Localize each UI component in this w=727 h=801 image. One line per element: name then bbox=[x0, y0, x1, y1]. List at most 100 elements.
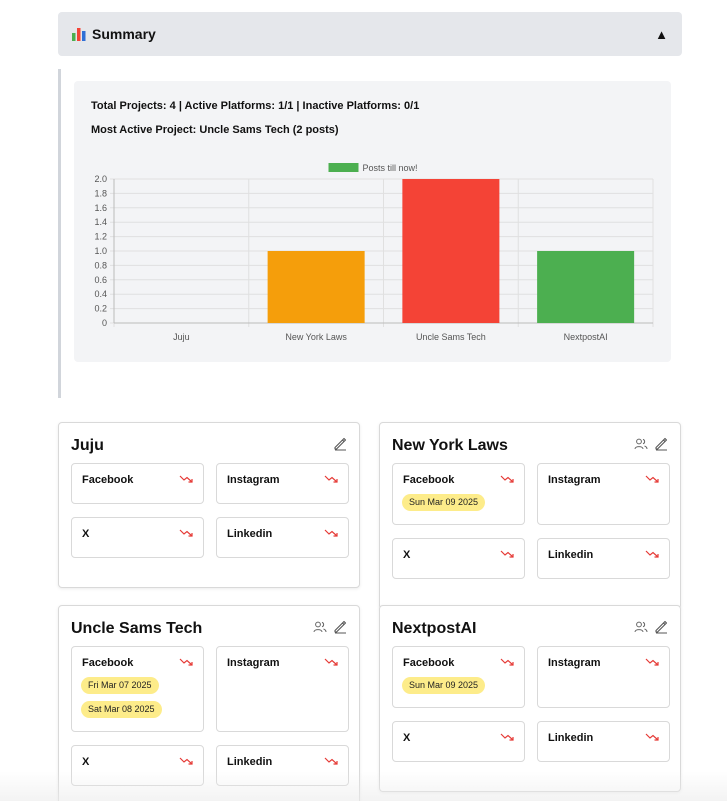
y-tick-label: 0.8 bbox=[94, 260, 107, 270]
platform-name: Linkedin bbox=[227, 756, 273, 768]
platform-facebook[interactable]: Facebook Fri Mar 07 2025 Sat Mar 08 2025 bbox=[71, 646, 204, 732]
chart-bar bbox=[402, 179, 500, 323]
x-tick-label: New York Laws bbox=[285, 332, 347, 342]
x-tick-label: Uncle Sams Tech bbox=[416, 332, 486, 342]
edit-icon[interactable] bbox=[654, 620, 668, 634]
platform-x[interactable]: X bbox=[392, 721, 525, 762]
platform-facebook[interactable]: Facebook Sun Mar 09 2025 bbox=[392, 646, 525, 708]
edit-icon[interactable] bbox=[333, 620, 347, 634]
post-date-badge: Sun Mar 09 2025 bbox=[402, 677, 486, 694]
platform-facebook[interactable]: Facebook Sun Mar 09 2025 bbox=[392, 463, 525, 525]
y-tick-label: 1.8 bbox=[94, 188, 107, 198]
project-title: Juju bbox=[71, 437, 104, 454]
most-active-project: Most Active Project: Uncle Sams Tech (2 … bbox=[91, 124, 339, 136]
platform-x[interactable]: X bbox=[71, 745, 204, 786]
platform-name: Instagram bbox=[548, 474, 601, 486]
posts-bar-chart: 0 0.2 0.4 0.6 0.8 1.0 1.2 1.4 1.6 1.8 2.0 Juju New Y… bbox=[94, 163, 654, 342]
y-tick-label: 0.4 bbox=[94, 289, 107, 299]
trending-down-icon bbox=[324, 757, 338, 765]
platform-name: X bbox=[82, 756, 90, 768]
trending-down-icon bbox=[324, 475, 338, 483]
project-title: New York Laws bbox=[392, 437, 508, 454]
platform-instagram[interactable]: Instagram bbox=[537, 463, 670, 525]
post-date-badge: Fri Mar 07 2025 bbox=[81, 677, 159, 694]
users-icon[interactable] bbox=[313, 620, 327, 634]
platform-linkedin[interactable]: Linkedin bbox=[216, 517, 349, 558]
y-tick-label: 1.0 bbox=[94, 246, 107, 256]
chart-bar bbox=[267, 251, 365, 323]
platform-instagram[interactable]: Instagram bbox=[537, 646, 670, 708]
edit-icon[interactable] bbox=[333, 437, 347, 451]
project-title: Uncle Sams Tech bbox=[71, 620, 203, 637]
trending-down-icon bbox=[179, 529, 193, 537]
platform-name: Linkedin bbox=[548, 549, 594, 561]
bar-chart-icon bbox=[72, 28, 86, 41]
post-date-badge: Sun Mar 09 2025 bbox=[402, 494, 486, 511]
platform-name: X bbox=[403, 549, 411, 561]
platform-name: Linkedin bbox=[227, 528, 273, 540]
x-tick-label: NextpostAI bbox=[564, 332, 608, 342]
edit-icon[interactable] bbox=[654, 437, 668, 451]
trending-down-icon bbox=[645, 733, 659, 741]
project-actions bbox=[634, 620, 668, 634]
platform-name: X bbox=[82, 528, 90, 540]
users-icon[interactable] bbox=[634, 437, 648, 451]
trending-down-icon bbox=[500, 550, 514, 558]
summary-stats: Total Projects: 4 | Active Platforms: 1/… bbox=[91, 100, 420, 112]
y-tick-label: 1.6 bbox=[94, 203, 107, 213]
platform-name: Instagram bbox=[227, 474, 280, 486]
legend-swatch bbox=[328, 163, 359, 172]
chart-bar bbox=[537, 251, 635, 323]
summary-panel: Total Projects: 4 | Active Platforms: 1/… bbox=[74, 81, 671, 362]
trending-down-icon bbox=[324, 658, 338, 666]
project-card-uncle-sams-tech: Uncle Sams Tech Facebook Fri Mar 07 2025 Sa… bbox=[58, 605, 360, 801]
platform-linkedin[interactable]: Linkedin bbox=[537, 721, 670, 762]
project-actions bbox=[634, 437, 668, 451]
platform-facebook[interactable]: Facebook bbox=[71, 463, 204, 504]
platform-name: Facebook bbox=[403, 657, 455, 669]
trending-down-icon bbox=[179, 658, 193, 666]
platform-x[interactable]: X bbox=[71, 517, 204, 558]
platform-name: Linkedin bbox=[548, 732, 594, 744]
platform-name: X bbox=[403, 732, 411, 744]
y-tick-label: 0 bbox=[102, 318, 107, 328]
project-actions bbox=[313, 620, 347, 634]
platform-name: Facebook bbox=[82, 657, 134, 669]
platform-name: Facebook bbox=[403, 474, 455, 486]
collapse-arrow-icon[interactable]: ▲ bbox=[655, 26, 668, 42]
y-tick-label: 1.4 bbox=[94, 217, 107, 227]
y-tick-label: 1.2 bbox=[94, 232, 107, 242]
trending-down-icon bbox=[500, 733, 514, 741]
platform-instagram[interactable]: Instagram bbox=[216, 646, 349, 732]
y-tick-label: 0.6 bbox=[94, 275, 107, 285]
trending-down-icon bbox=[645, 475, 659, 483]
project-card-juju: Juju Facebook Instagram X Linkedin bbox=[58, 422, 360, 588]
platform-name: Facebook bbox=[82, 474, 134, 486]
x-tick-label: Juju bbox=[173, 332, 190, 342]
trending-down-icon bbox=[324, 529, 338, 537]
project-card-new-york-laws: New York Laws Facebook Sun Mar 09 2025 Inst… bbox=[379, 422, 681, 609]
trending-down-icon bbox=[645, 550, 659, 558]
trending-down-icon bbox=[500, 658, 514, 666]
users-icon[interactable] bbox=[634, 620, 648, 634]
summary-section: Total Projects: 4 | Active Platforms: 1/… bbox=[58, 69, 682, 398]
platform-linkedin[interactable]: Linkedin bbox=[216, 745, 349, 786]
platform-name: Instagram bbox=[227, 657, 280, 669]
platform-name: Instagram bbox=[548, 657, 601, 669]
post-date-badge: Sat Mar 08 2025 bbox=[81, 701, 162, 718]
platform-x[interactable]: X bbox=[392, 538, 525, 579]
trending-down-icon bbox=[645, 658, 659, 666]
y-tick-label: 2.0 bbox=[94, 174, 107, 184]
platform-instagram[interactable]: Instagram bbox=[216, 463, 349, 504]
platform-linkedin[interactable]: Linkedin bbox=[537, 538, 670, 579]
trending-down-icon bbox=[500, 475, 514, 483]
y-tick-label: 0.2 bbox=[94, 304, 107, 314]
legend-label: Posts till now! bbox=[363, 163, 418, 173]
project-card-nextpostai: NextpostAI Facebook Sun Mar 09 2025 Instagr… bbox=[379, 605, 681, 792]
summary-toggle-header[interactable]: Summary ▲ bbox=[58, 12, 682, 56]
trending-down-icon bbox=[179, 757, 193, 765]
project-actions bbox=[333, 437, 347, 451]
trending-down-icon bbox=[179, 475, 193, 483]
project-title: NextpostAI bbox=[392, 620, 477, 637]
summary-title: Summary bbox=[92, 26, 156, 42]
